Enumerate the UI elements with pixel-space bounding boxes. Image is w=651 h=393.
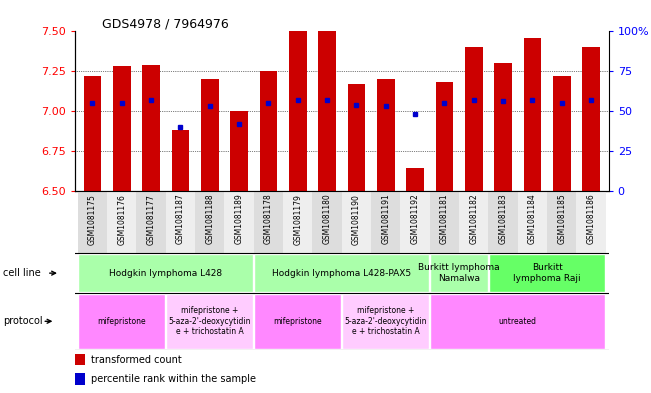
Bar	[283, 191, 312, 253]
Bar	[75, 354, 85, 365]
Bar	[201, 79, 219, 191]
Bar	[113, 66, 131, 191]
Text: transformed count: transformed count	[91, 354, 182, 365]
Bar	[436, 83, 453, 191]
Text: GSM1081180: GSM1081180	[323, 194, 331, 244]
Bar	[78, 254, 253, 292]
Text: cell line: cell line	[3, 268, 41, 278]
Text: mifepristone: mifepristone	[273, 317, 322, 326]
Bar	[518, 191, 547, 253]
Bar	[137, 191, 166, 253]
Text: GSM1081181: GSM1081181	[440, 194, 449, 244]
Bar	[166, 191, 195, 253]
Text: GSM1081175: GSM1081175	[88, 194, 97, 244]
Text: GSM1081190: GSM1081190	[352, 194, 361, 244]
Text: Burkitt
lymphoma Raji: Burkitt lymphoma Raji	[513, 263, 581, 283]
Bar	[582, 47, 600, 191]
Text: Burkitt lymphoma
Namalwa: Burkitt lymphoma Namalwa	[419, 263, 500, 283]
Bar	[377, 79, 395, 191]
Text: Hodgkin lymphoma L428-PAX5: Hodgkin lymphoma L428-PAX5	[272, 269, 411, 277]
Text: mifepristone +
5-aza-2'-deoxycytidin
e + trichostatin A: mifepristone + 5-aza-2'-deoxycytidin e +…	[169, 307, 251, 336]
Text: GSM1081188: GSM1081188	[205, 194, 214, 244]
Bar	[318, 31, 336, 191]
Bar	[78, 294, 165, 349]
Bar	[84, 76, 102, 191]
Bar	[430, 254, 488, 292]
Bar	[260, 71, 277, 191]
Text: untreated: untreated	[499, 317, 537, 326]
Bar	[195, 191, 225, 253]
Bar	[406, 168, 424, 191]
Bar	[371, 191, 400, 253]
Bar	[547, 191, 576, 253]
Bar	[78, 191, 107, 253]
Bar	[494, 63, 512, 191]
Text: GSM1081176: GSM1081176	[117, 194, 126, 244]
Text: GSM1081178: GSM1081178	[264, 194, 273, 244]
Bar	[576, 191, 605, 253]
Bar	[143, 65, 160, 191]
Bar	[167, 294, 253, 349]
Text: percentile rank within the sample: percentile rank within the sample	[91, 374, 256, 384]
Bar	[254, 191, 283, 253]
Text: GSM1081187: GSM1081187	[176, 194, 185, 244]
Text: GSM1081184: GSM1081184	[528, 194, 537, 244]
Text: GSM1081177: GSM1081177	[146, 194, 156, 244]
Bar	[523, 38, 541, 191]
Text: GSM1081189: GSM1081189	[234, 194, 243, 244]
Text: GSM1081191: GSM1081191	[381, 194, 390, 244]
Bar	[459, 191, 488, 253]
Bar	[342, 191, 371, 253]
Bar	[107, 191, 137, 253]
Bar	[312, 191, 342, 253]
Text: GSM1081182: GSM1081182	[469, 194, 478, 244]
Bar	[255, 254, 429, 292]
Bar	[225, 191, 254, 253]
Bar	[342, 294, 429, 349]
Bar	[289, 31, 307, 191]
Text: Hodgkin lymphoma L428: Hodgkin lymphoma L428	[109, 269, 223, 277]
Bar	[489, 254, 605, 292]
Bar	[400, 191, 430, 253]
Bar	[488, 191, 518, 253]
Text: protocol: protocol	[3, 316, 43, 326]
Bar	[172, 130, 189, 191]
Bar	[430, 294, 605, 349]
Text: mifepristone +
5-aza-2'-deoxycytidin
e + trichostatin A: mifepristone + 5-aza-2'-deoxycytidin e +…	[344, 307, 427, 336]
Bar	[465, 47, 482, 191]
Bar	[230, 111, 248, 191]
Text: GSM1081186: GSM1081186	[587, 194, 596, 244]
Text: GDS4978 / 7964976: GDS4978 / 7964976	[102, 17, 229, 30]
Bar	[553, 76, 570, 191]
Text: GSM1081179: GSM1081179	[294, 194, 302, 244]
Bar	[255, 294, 341, 349]
Bar	[75, 373, 85, 385]
Text: GSM1081185: GSM1081185	[557, 194, 566, 244]
Text: GSM1081192: GSM1081192	[411, 194, 420, 244]
Text: GSM1081183: GSM1081183	[499, 194, 508, 244]
Text: mifepristone: mifepristone	[98, 317, 146, 326]
Bar	[430, 191, 459, 253]
Bar	[348, 84, 365, 191]
